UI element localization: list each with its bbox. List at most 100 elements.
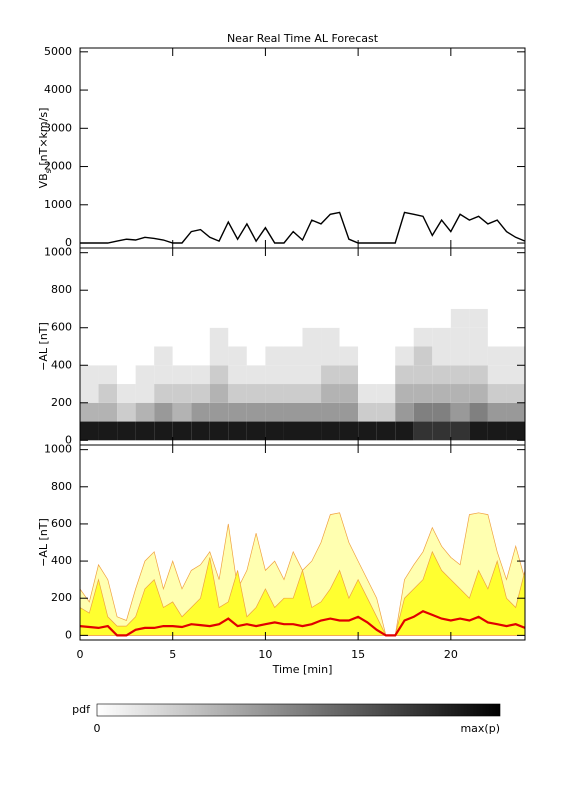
heat-cell: [395, 365, 414, 385]
heat-cell: [302, 384, 322, 403]
heat-cell: [413, 327, 433, 347]
heat-cell: [265, 384, 284, 403]
heat-cell: [172, 346, 192, 366]
colorbar: [96, 703, 501, 717]
heat-cell: [339, 421, 359, 441]
colorbar-min: 0: [94, 722, 101, 735]
data-line: [80, 211, 526, 244]
heat-cell: [191, 365, 210, 385]
heat-cell: [395, 346, 414, 366]
heat-cell: [413, 384, 433, 403]
heat-cell: [469, 327, 488, 347]
heat-cell: [376, 421, 396, 441]
heat-cell: [358, 308, 377, 328]
heat-cell: [117, 384, 136, 403]
heat-cell: [80, 384, 99, 403]
heat-cell: [432, 421, 451, 441]
heat-cell: [376, 402, 396, 422]
heat-cell: [339, 365, 359, 385]
heat-cell: [376, 308, 396, 328]
heat-cell: [487, 421, 507, 441]
heat-cell: [302, 402, 322, 422]
heat-cell: [302, 421, 322, 441]
heat-cell: [321, 327, 340, 347]
heat-cell: [246, 421, 266, 441]
y-tick-label: 400: [51, 358, 72, 371]
heat-cell: [191, 421, 210, 441]
heat-cell: [98, 421, 118, 441]
heat-cell: [450, 384, 470, 403]
heat-cell: [469, 421, 488, 441]
y-axis-label: VBs [nT×km/s]: [37, 108, 53, 189]
heat-cell: [191, 327, 210, 347]
heat-cell: [395, 384, 414, 403]
heat-cell: [376, 327, 396, 347]
heat-cell: [395, 402, 414, 422]
heat-cell: [358, 402, 377, 422]
heat-cell: [154, 365, 173, 385]
x-tick-label: 15: [351, 648, 365, 661]
heat-cell: [80, 421, 99, 441]
heat-cell: [506, 365, 525, 385]
heat-cell: [506, 346, 525, 366]
median-line: [79, 609, 526, 637]
y-axis-label-part: s: [44, 169, 53, 173]
y-tick-label: 600: [51, 517, 72, 530]
heat-cell: [395, 421, 414, 441]
colorbar-max: max(p): [460, 722, 500, 735]
heat-cell: [191, 402, 210, 422]
heat-cell: [80, 346, 99, 366]
heat-cell: [413, 308, 433, 328]
heat-cell: [98, 384, 118, 403]
plot-frame: [79, 444, 526, 641]
heat-cell: [413, 402, 433, 422]
y-tick-label: 200: [51, 396, 72, 409]
heat-cell: [450, 421, 470, 441]
heat-cell: [209, 365, 229, 385]
heat-cell: [117, 402, 136, 422]
heat-cell: [228, 308, 247, 328]
heat-cell: [135, 402, 155, 422]
y-axis-label: −AL [nT]: [37, 322, 50, 371]
heat-cell: [246, 308, 266, 328]
heat-cell: [283, 402, 303, 422]
y-tick-label: 0: [65, 236, 72, 249]
y-tick-label: 800: [51, 283, 72, 296]
y-tick-label: 400: [51, 554, 72, 567]
y-tick-label: 1000: [44, 198, 72, 211]
y-tick-label: 800: [51, 480, 72, 493]
heat-cell: [321, 384, 340, 403]
heat-cell: [265, 308, 284, 328]
y-tick-label: 200: [51, 591, 72, 604]
heat-cell: [172, 327, 192, 347]
heat-cell: [246, 327, 266, 347]
heat-cell: [358, 384, 377, 403]
heat-cell: [469, 308, 488, 328]
heat-cell: [246, 346, 266, 366]
heat-cell: [283, 308, 303, 328]
heat-cell: [339, 308, 359, 328]
heat-cell: [117, 308, 136, 328]
band-area: [79, 550, 526, 636]
heat-cell: [135, 384, 155, 403]
y-tick-label: 0: [65, 433, 72, 446]
heat-cell: [135, 308, 155, 328]
heat-cell: [154, 402, 173, 422]
y-tick-label: 0: [65, 628, 72, 641]
heat-cell: [302, 308, 322, 328]
y-tick-label: 3000: [44, 121, 72, 134]
heat-cell: [80, 308, 99, 328]
heat-cell: [450, 308, 470, 328]
heat-cell: [135, 365, 155, 385]
heat-cell: [413, 346, 433, 366]
heat-cell: [450, 365, 470, 385]
heat-cell: [265, 365, 284, 385]
heat-cell: [98, 327, 118, 347]
heat-cell: [339, 346, 359, 366]
heat-cell: [135, 346, 155, 366]
heat-cell: [506, 421, 525, 441]
heat-cell: [80, 365, 99, 385]
heat-cell: [506, 384, 525, 403]
heat-cell: [487, 384, 507, 403]
heat-cell: [432, 384, 451, 403]
